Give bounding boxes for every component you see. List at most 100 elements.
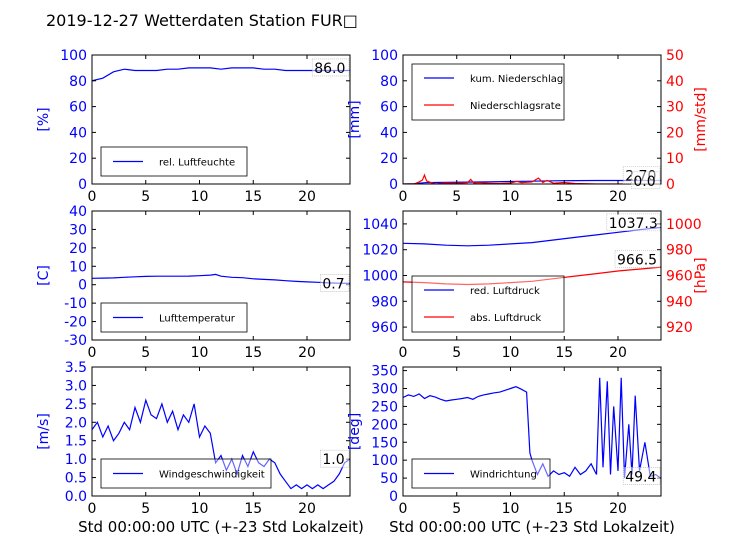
legend-box xyxy=(411,63,565,121)
x-tick-label: 5 xyxy=(141,189,150,205)
current-value-box xyxy=(320,274,350,292)
y-tick-label: 3.0 xyxy=(65,378,87,394)
current-value: 0.7 xyxy=(322,276,344,292)
y-tick-label: 150 xyxy=(371,435,398,451)
x-tick-label: 15 xyxy=(555,501,573,517)
x-tick-label: 0 xyxy=(88,345,97,361)
current-value-right-box xyxy=(631,171,661,190)
y-right-tick-label: 920 xyxy=(666,320,693,336)
axes-frame xyxy=(402,366,662,497)
chart-humidity: 0 5 10 15 20 0 20 40 60 80 100 [%] rel. Luftfeuchte 8… xyxy=(36,48,351,205)
y-tick-label: 40 xyxy=(380,125,398,141)
y-tick-label: 1.5 xyxy=(65,434,87,450)
chart-precipitation: 0 5 10 15 20 0 20 40 60 80 100 0 10 20 30 40 50 [mm] [mm/s… xyxy=(347,48,709,205)
y-tick-label: 80 xyxy=(380,74,398,90)
x-tick-label: 15 xyxy=(244,501,262,517)
x-tick-label: 15 xyxy=(555,189,573,205)
y-tick-label: 200 xyxy=(371,417,398,433)
y-tick-label: -20 xyxy=(64,315,87,331)
x-tick-label: 5 xyxy=(141,501,150,517)
current-value: 86.0 xyxy=(314,61,345,77)
axes-frame xyxy=(91,210,351,341)
current-value-left-box xyxy=(606,213,661,232)
y-tick-label: 50 xyxy=(380,471,398,487)
y-tick-label: 2.5 xyxy=(65,397,87,413)
x-tick-label: 20 xyxy=(609,189,627,205)
y-right-tick-label: 10 xyxy=(666,151,684,167)
x-tick-label: 15 xyxy=(555,345,573,361)
x-axis-label: Std 00:00:00 UTC (+-23 Std Lokalzeit) xyxy=(389,518,675,536)
y-tick-label: 40 xyxy=(69,204,87,220)
axes-frame xyxy=(91,366,351,497)
y-axis-label: [m/s] xyxy=(36,413,52,450)
legend-label: rel. Luftfeuchte xyxy=(159,158,235,169)
x-tick-label: 10 xyxy=(191,345,209,361)
series-line-0 xyxy=(92,398,350,490)
y-right-tick-label: 30 xyxy=(666,100,684,116)
y-tick-label: 1020 xyxy=(362,243,398,259)
y-axis-label: [%] xyxy=(36,107,52,131)
x-tick-label: 5 xyxy=(141,345,150,361)
y-tick-label: 20 xyxy=(69,151,87,167)
y-tick-label: -10 xyxy=(64,296,87,312)
series-line-0 xyxy=(403,226,661,247)
x-tick-label: 5 xyxy=(452,189,461,205)
y-tick-label: 40 xyxy=(69,125,87,141)
current-value-box xyxy=(320,449,350,468)
y-tick-label: 980 xyxy=(371,294,398,310)
y-tick-label: 0 xyxy=(389,489,398,505)
x-tick-label: 20 xyxy=(609,501,627,517)
figure-title: 2019-12-27 Wetterdaten Station FUR□ xyxy=(46,11,358,30)
legend-label: Windgeschwindigkeit xyxy=(159,470,265,481)
x-tick-label: 0 xyxy=(399,345,408,361)
y-right-tick-label: 0 xyxy=(666,177,675,193)
x-tick-label: 10 xyxy=(502,345,520,361)
legend-box xyxy=(411,275,565,333)
x-tick-label: 20 xyxy=(298,501,316,517)
legend-label: abs. Luftdruck xyxy=(470,313,541,324)
x-tick-label: 0 xyxy=(399,501,408,517)
y-tick-label: 1000 xyxy=(362,269,398,285)
axes-frame xyxy=(402,54,662,185)
y-tick-label: 100 xyxy=(371,48,398,64)
x-tick-label: 15 xyxy=(244,345,262,361)
y-tick-label: 60 xyxy=(69,100,87,116)
series-line-0 xyxy=(403,377,661,479)
y-tick-label: 10 xyxy=(69,259,87,275)
y-axis-label: [mm] xyxy=(347,100,363,138)
y-tick-label: 0.5 xyxy=(65,471,87,487)
legend-label: Niederschlagsrate xyxy=(470,101,561,112)
legend-label: Windrichtung xyxy=(470,470,537,481)
y-tick-label: 3.5 xyxy=(65,360,87,376)
x-tick-label: 5 xyxy=(452,501,461,517)
y-tick-label: 1.0 xyxy=(65,452,87,468)
y-right-tick-label: 940 xyxy=(666,294,693,310)
y-right-axis-label: [mm/std] xyxy=(693,87,709,152)
y-right-tick-label: 980 xyxy=(666,243,693,259)
series-line-1 xyxy=(403,266,661,286)
y-tick-label: 350 xyxy=(371,364,398,380)
y-axis-label: [deg] xyxy=(347,413,363,450)
current-value: 49.4 xyxy=(625,469,656,485)
chart-pressure: 0 5 10 15 20 960 980 1000 1020 1040 920 940 960 980 10… xyxy=(362,210,709,361)
axes-frame xyxy=(91,54,351,185)
y-tick-label: 960 xyxy=(371,320,398,336)
current-value-left: 1037.3 xyxy=(609,216,658,232)
y-tick-label: 300 xyxy=(371,382,398,398)
y-tick-label: 60 xyxy=(380,100,398,116)
current-value-box xyxy=(622,466,661,485)
x-tick-label: 15 xyxy=(244,189,262,205)
y-tick-label: -30 xyxy=(64,333,87,349)
y-right-tick-label: 20 xyxy=(666,125,684,141)
y-tick-label: 0 xyxy=(389,177,398,193)
y-tick-label: 2.0 xyxy=(65,415,87,431)
y-tick-label: 250 xyxy=(371,399,398,415)
y-right-tick-label: 50 xyxy=(666,48,684,64)
legend-label: Lufttemperatur xyxy=(159,314,236,325)
y-tick-label: 20 xyxy=(380,151,398,167)
x-tick-label: 0 xyxy=(399,189,408,205)
legend-label: red. Luftdruck xyxy=(470,286,540,297)
x-tick-label: 5 xyxy=(452,345,461,361)
